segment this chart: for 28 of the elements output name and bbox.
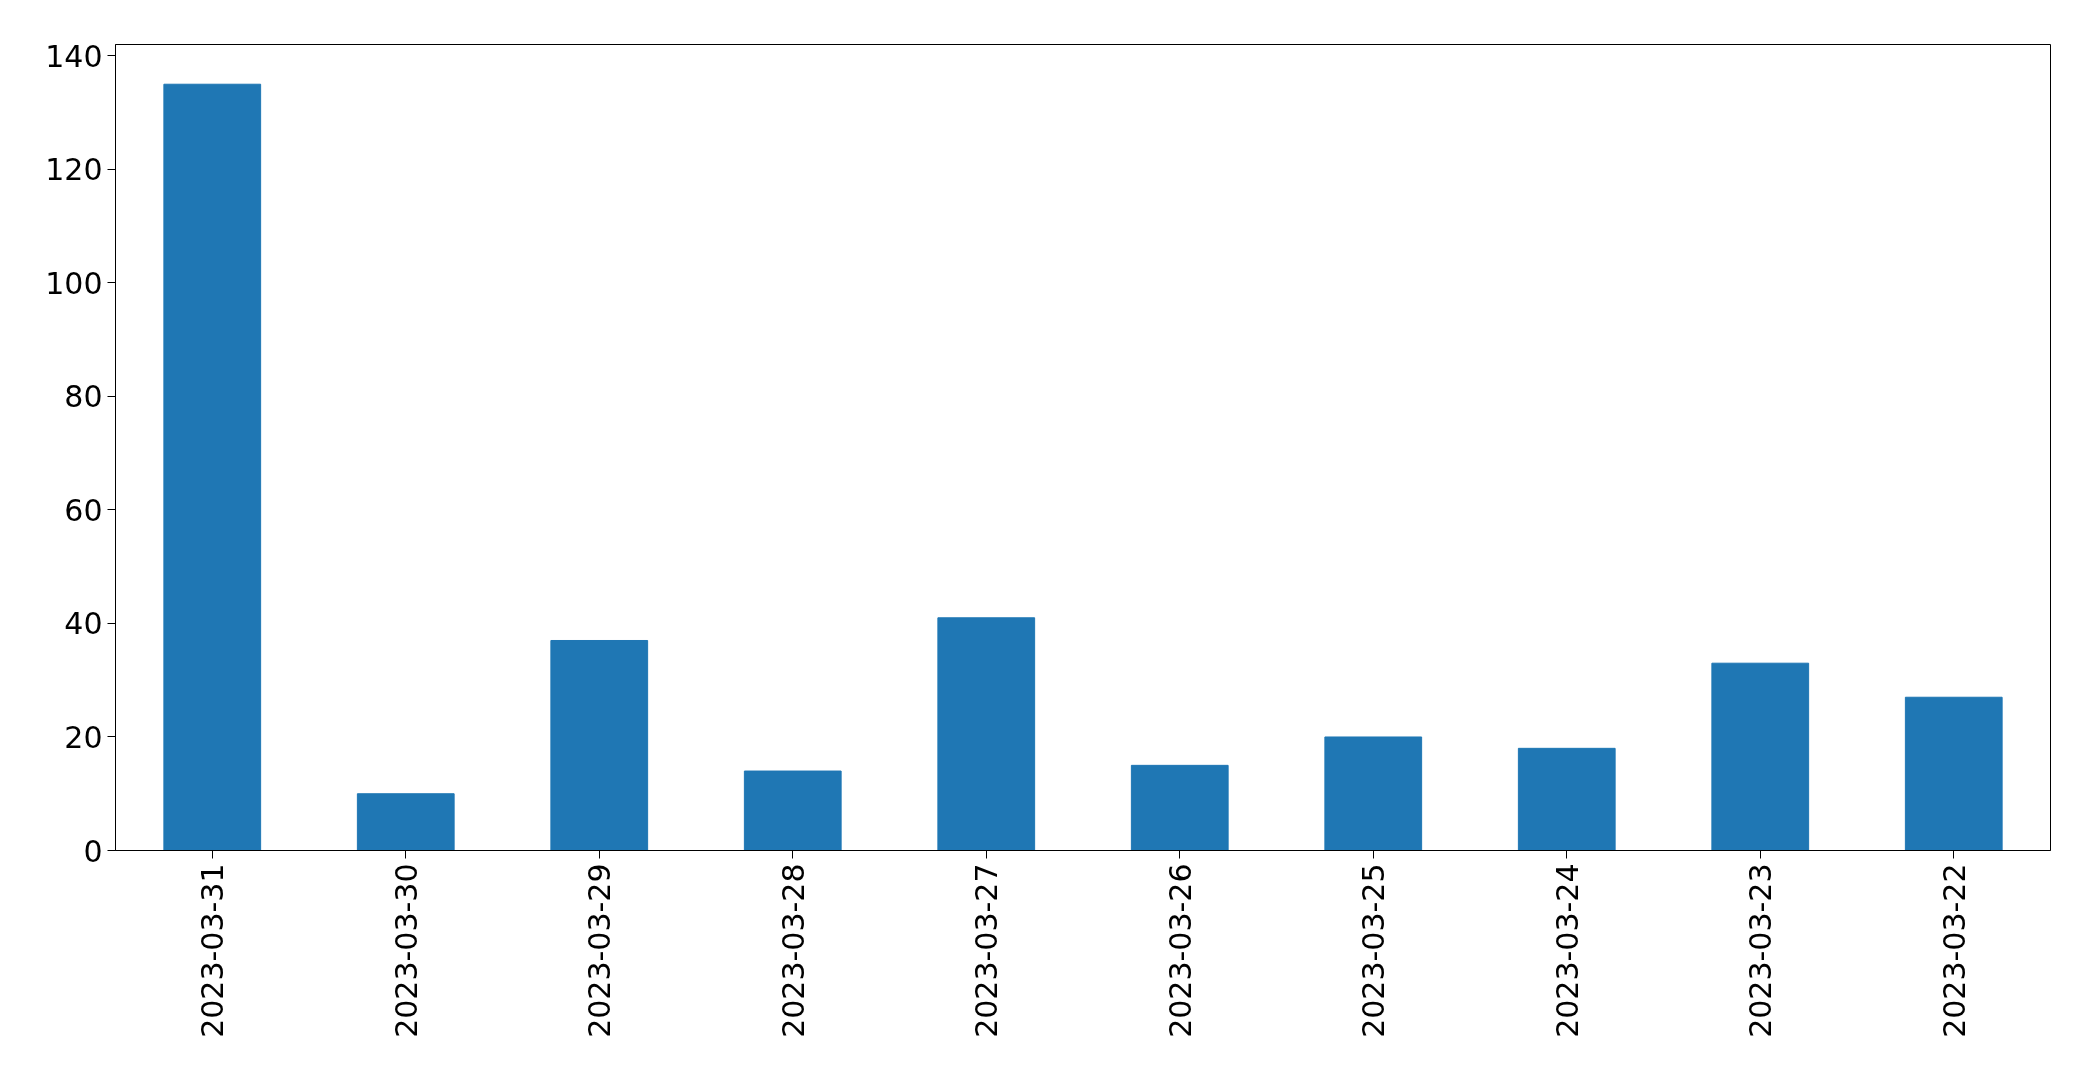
x-tick-label: 2023-03-22	[1936, 863, 1972, 1038]
x-tick-label: 2023-03-30	[388, 863, 424, 1038]
bar	[937, 617, 1036, 851]
x-tick-label: 2023-03-31	[195, 863, 231, 1038]
y-tick-label: 60	[64, 492, 103, 528]
y-tick-label: 0	[83, 833, 103, 869]
bar	[356, 793, 455, 851]
y-tick-label: 100	[45, 265, 103, 301]
y-tick-label: 20	[64, 719, 103, 755]
x-tick-label: 2023-03-28	[775, 863, 811, 1038]
x-tick-label: 2023-03-27	[969, 863, 1005, 1038]
bar	[1130, 764, 1229, 851]
bar	[1324, 736, 1423, 851]
y-tick-label: 140	[45, 38, 103, 74]
x-tick-label: 2023-03-29	[582, 863, 618, 1038]
x-tick-label: 2023-03-23	[1743, 863, 1779, 1038]
y-tick-label: 40	[64, 606, 103, 642]
y-tick-label: 80	[64, 379, 103, 415]
bar	[1711, 662, 1810, 851]
bar	[743, 770, 842, 851]
x-tick-label: 2023-03-25	[1356, 863, 1392, 1038]
bar	[1904, 696, 2003, 851]
bar	[1517, 747, 1616, 851]
x-tick-label: 2023-03-26	[1162, 863, 1198, 1038]
bar	[163, 83, 262, 851]
y-tick-label: 120	[45, 152, 103, 188]
x-tick-label: 2023-03-24	[1549, 863, 1585, 1038]
bar	[550, 639, 649, 851]
